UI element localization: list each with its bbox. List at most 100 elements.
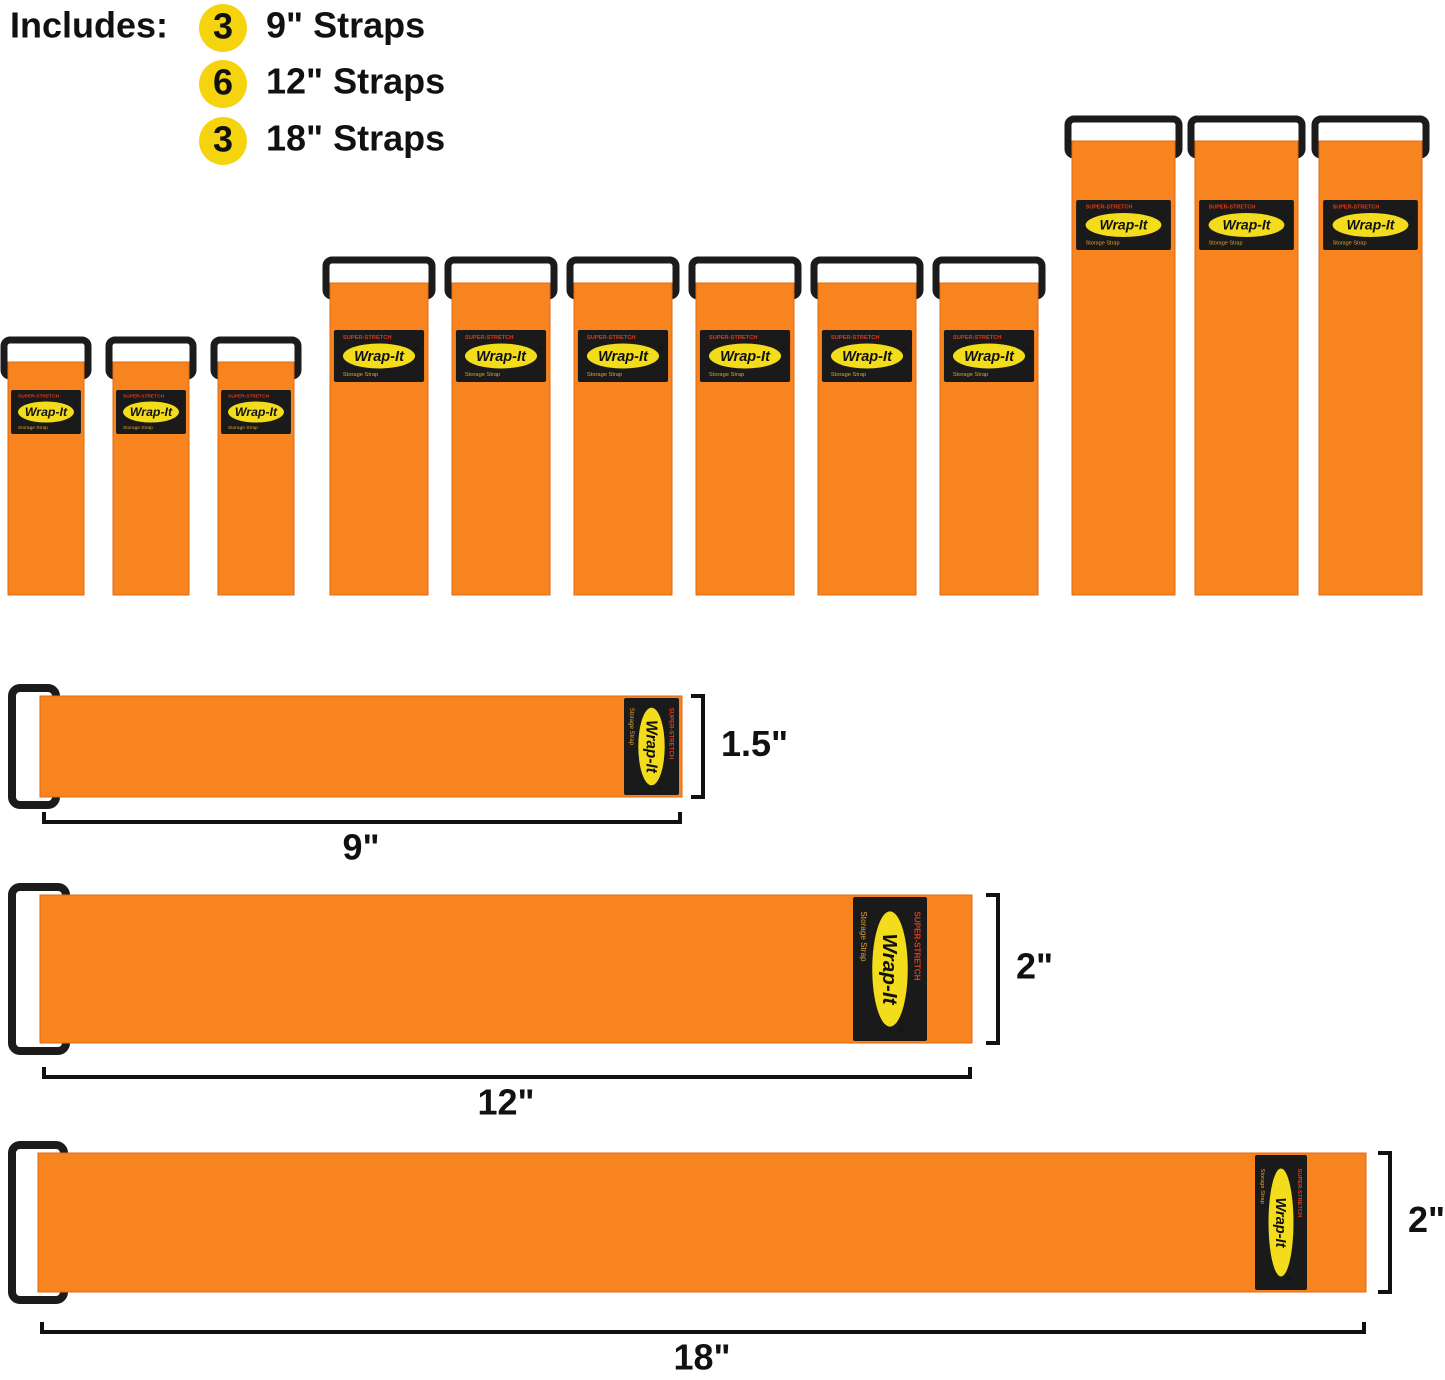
brand-tagline: SUPER-STRETCH	[18, 393, 60, 399]
brand-tagline: SUPER-STRETCH	[912, 911, 921, 980]
item-text: 18" Straps	[266, 118, 445, 159]
count-badge	[199, 4, 247, 52]
brand-name: Wrap-It	[720, 349, 771, 365]
brand-tagline: SUPER-STRETCH	[668, 708, 674, 759]
brand-subtitle: Storage Strap	[1086, 240, 1120, 246]
strap	[451, 282, 551, 596]
brand-subtitle: Storage Strap	[18, 425, 48, 431]
patch-group: SUPER-STRETCH Wrap-It ® Storage Strap	[821, 330, 913, 382]
logo-oval	[342, 343, 416, 369]
patch-group: SUPER-STRETCH Wrap-It ® Storage Strap	[221, 390, 291, 434]
brand-mark: ®	[74, 402, 78, 409]
width-bracket	[691, 694, 705, 799]
item-text: 12" Straps	[266, 61, 445, 102]
brand-mark: ®	[659, 345, 664, 352]
width-bracket	[986, 893, 1000, 1045]
brand-tagline: SUPER-STRETCH	[228, 393, 270, 399]
logo-oval	[1085, 213, 1162, 237]
logo-oval	[1208, 213, 1285, 237]
patch-group: SUPER-STRETCH Wrap-It ® Storage Strap	[1076, 200, 1171, 250]
logo-oval	[228, 401, 284, 423]
strap	[817, 282, 917, 596]
patch-group: SUPER-STRETCH Wrap-It ® Storage Strap	[577, 330, 669, 382]
strap	[939, 282, 1039, 596]
brand-tagline: SUPER-STRETCH	[465, 335, 514, 341]
brand-subtitle: Storage Strap	[831, 372, 866, 378]
length-bracket	[40, 1322, 1366, 1334]
brand-tagline: SUPER-STRETCH	[587, 335, 636, 341]
logo-oval	[464, 343, 538, 369]
count: 6	[213, 62, 233, 103]
brand-tagline: SUPER-STRETCH	[831, 335, 880, 341]
width-label: 1.5"	[721, 723, 788, 764]
brand-mark: ®	[284, 402, 288, 409]
width-bracket	[1378, 1151, 1392, 1294]
brand-tagline: SUPER-STRETCH	[1296, 1169, 1302, 1218]
strap	[37, 1152, 1367, 1293]
width-label: 2"	[1408, 1199, 1445, 1240]
count: 3	[213, 119, 233, 160]
patch-group: SUPER-STRETCH Wrap-It ® Storage Strap	[455, 330, 547, 382]
length-bracket	[42, 812, 682, 824]
brand-mark: ®	[1284, 215, 1289, 222]
brand-subtitle: Storage Strap	[123, 425, 153, 431]
brand-name: Wrap-It	[476, 349, 527, 365]
patch-group: SUPER-STRETCH Wrap-It ® Storage Strap	[11, 390, 81, 434]
brand-mark: ®	[903, 345, 908, 352]
logo-oval	[638, 707, 665, 786]
patch-group: SUPER-STRETCH Wrap-It ® Storage Strap	[1255, 1155, 1307, 1290]
brand-tagline: SUPER-STRETCH	[343, 335, 392, 341]
brand-name: Wrap-It	[25, 405, 68, 419]
brand-name: Wrap-It	[130, 405, 173, 419]
patch-group: SUPER-STRETCH Wrap-It ® Storage Strap	[699, 330, 791, 382]
brand-tagline: SUPER-STRETCH	[1333, 204, 1380, 210]
patch-group: SUPER-STRETCH Wrap-It ® Storage Strap	[943, 330, 1035, 382]
brand-name: Wrap-It	[235, 405, 278, 419]
count-badge	[199, 117, 247, 165]
brand-name: Wrap-It	[878, 934, 901, 1006]
brand-mark: ®	[896, 1027, 906, 1034]
brand-name: Wrap-It	[842, 349, 893, 365]
brand-subtitle: Storage Strap	[628, 708, 634, 746]
logo-oval	[872, 911, 908, 1027]
patch-group: SUPER-STRETCH Wrap-It ® Storage Strap	[853, 897, 927, 1041]
brand-mark: ®	[179, 402, 183, 409]
count-badge	[199, 60, 247, 108]
patch-group: SUPER-STRETCH Wrap-It ® Storage Strap	[1199, 200, 1294, 250]
logo-oval	[1332, 213, 1409, 237]
brand-name: Wrap-It	[1347, 217, 1396, 233]
brand-mark: ®	[537, 345, 542, 352]
length-label: 12"	[477, 1082, 534, 1123]
logo-oval	[123, 401, 179, 423]
brand-subtitle: Storage Strap	[228, 425, 258, 431]
brand-subtitle: Storage Strap	[953, 372, 988, 378]
brand-name: Wrap-It	[598, 349, 649, 365]
strap	[39, 695, 683, 798]
brand-mark: ®	[655, 785, 663, 790]
brand-subtitle: Storage Strap	[1259, 1169, 1265, 1204]
brand-mark: ®	[1025, 345, 1030, 352]
logo-oval	[586, 343, 660, 369]
patch-group: SUPER-STRETCH Wrap-It ® Storage Strap	[333, 330, 425, 382]
brand-name: Wrap-It	[1223, 217, 1272, 233]
brand-mark: ®	[415, 345, 420, 352]
count: 3	[213, 6, 233, 47]
includes-label: Includes:	[10, 5, 168, 46]
item-text: 9" Straps	[266, 5, 425, 46]
brand-mark: ®	[1408, 215, 1413, 222]
brand-subtitle: Storage Strap	[465, 372, 500, 378]
brand-name: Wrap-It	[964, 349, 1015, 365]
logo-oval	[18, 401, 74, 423]
brand-tagline: SUPER-STRETCH	[1209, 204, 1256, 210]
brand-name: Wrap-It	[1272, 1198, 1288, 1249]
logo-oval	[952, 343, 1026, 369]
brand-mark: ®	[781, 345, 786, 352]
patch-group: SUPER-STRETCH Wrap-It ® Storage Strap	[624, 698, 679, 795]
brand-subtitle: Storage Strap	[587, 372, 622, 378]
strap	[573, 282, 673, 596]
brand-mark: ®	[1285, 1277, 1292, 1282]
brand-tagline: SUPER-STRETCH	[123, 393, 165, 399]
brand-name: Wrap-It	[354, 349, 405, 365]
length-bracket	[42, 1067, 972, 1079]
brand-tagline: SUPER-STRETCH	[709, 335, 758, 341]
